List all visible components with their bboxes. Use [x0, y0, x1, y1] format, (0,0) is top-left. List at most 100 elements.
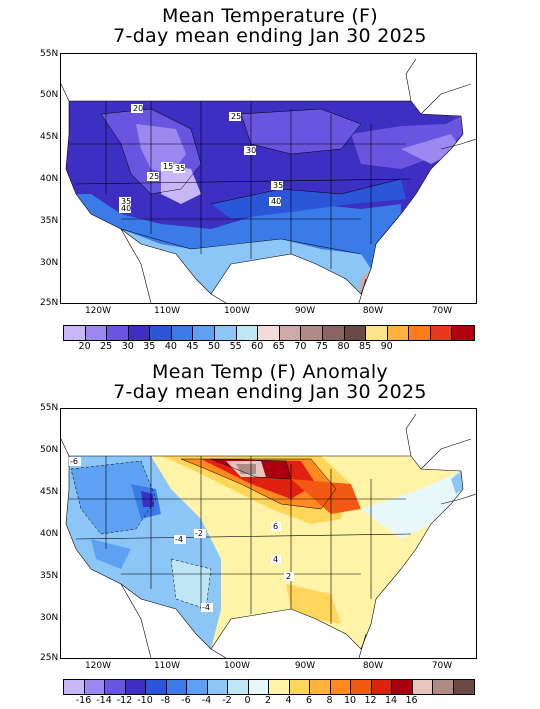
colorbar-swatch [310, 680, 331, 694]
colorbar-label: -6 [181, 695, 191, 706]
colorbar-swatch [330, 680, 351, 694]
bottom-lat-50n: 50N [40, 445, 59, 455]
colorbar-swatch [236, 326, 259, 340]
colorbar-label: -10 [137, 695, 153, 706]
svg-text:6: 6 [273, 522, 278, 531]
bottom-title-line1: Mean Temp (F) Anomaly [152, 361, 388, 383]
svg-text:-6: -6 [70, 457, 78, 466]
colorbar-swatch [371, 680, 392, 694]
top-contour-labels: 20 25 30 15 25 35 40 35 40 35 [119, 104, 283, 213]
colorbar-label: 35 [143, 341, 156, 352]
colorbar-label: 16 [405, 695, 418, 706]
bottom-lon-120w: 120W [84, 661, 112, 671]
top-coastlines [61, 58, 476, 303]
top-lat-25n: 25N [40, 298, 59, 308]
bottom-lon-70w: 70W [431, 661, 453, 671]
bottom-lon-110w: 110W [153, 661, 181, 671]
svg-text:40: 40 [121, 204, 131, 213]
bottom-lat-40n: 40N [40, 529, 59, 539]
colorbar-label: 50 [208, 341, 221, 352]
colorbar-swatch [84, 680, 105, 694]
colorbar-label: 65 [272, 341, 285, 352]
bottom-lat-35n: 35N [40, 571, 59, 581]
bottom-colorbar [63, 679, 475, 695]
colorbar-label: 90 [380, 341, 393, 352]
top-map: 20 25 30 15 25 35 40 35 40 35 [60, 53, 477, 304]
colorbar-swatch [166, 680, 187, 694]
bottom-lon-80w: 80W [362, 661, 384, 671]
colorbar-swatch [171, 326, 194, 340]
top-map-svg: 20 25 30 15 25 35 40 35 40 35 [61, 54, 476, 303]
colorbar-label: 14 [384, 695, 398, 706]
colorbar-swatch [64, 680, 85, 694]
top-state-borders [65, 100, 464, 295]
svg-text:-2: -2 [195, 529, 203, 538]
bottom-lon-90w: 90W [294, 661, 316, 671]
colorbar-label: 12 [364, 695, 377, 706]
colorbar-swatch [207, 680, 228, 694]
colorbar-swatch [412, 680, 433, 694]
colorbar-swatch [392, 680, 413, 694]
colorbar-label: 10 [343, 695, 357, 706]
top-lat-55n: 55N [40, 49, 59, 59]
colorbar-swatch [107, 326, 129, 340]
top-lat-30n: 30N [40, 258, 59, 268]
top-lon-100w: 100W [223, 306, 251, 316]
bottom-map: -6 -4 -2 -4 6 4 2 [60, 408, 477, 659]
bottom-state-borders [65, 455, 464, 650]
svg-text:-4: -4 [175, 535, 183, 544]
colorbar-swatch [452, 326, 474, 340]
colorbar-swatch [228, 680, 249, 694]
colorbar-swatch [430, 326, 453, 340]
colorbar-label: 60 [251, 341, 264, 352]
colorbar-swatch [258, 326, 280, 340]
svg-text:35: 35 [273, 181, 283, 190]
svg-text:-4: -4 [202, 603, 210, 612]
colorbar-swatch [128, 326, 151, 340]
bottom-lon-100w: 100W [223, 661, 251, 671]
top-lon-90w: 90W [294, 306, 316, 316]
top-title-line1: Mean Temperature (F) [162, 5, 378, 27]
colorbar-label: 70 [294, 341, 307, 352]
svg-text:35: 35 [121, 197, 131, 206]
bottom-positive-contours [180, 458, 337, 510]
colorbar-label: 4 [285, 695, 292, 706]
colorbar-swatch [85, 326, 108, 340]
top-contours [100, 108, 402, 255]
svg-text:30: 30 [246, 146, 256, 155]
top-lat-50n: 50N [40, 90, 59, 100]
svg-text:35: 35 [175, 164, 185, 173]
colorbar-swatch [193, 326, 216, 340]
colorbar-label: 40 [164, 341, 177, 352]
colorbar-label: 8 [326, 695, 333, 706]
top-lon-80w: 80W [362, 306, 384, 316]
colorbar-swatch [248, 680, 269, 694]
bottom-map-svg: -6 -4 -2 -4 6 4 2 [61, 409, 476, 658]
colorbar-swatch [64, 326, 86, 340]
top-lon-70w: 70W [431, 306, 453, 316]
bottom-lat-25n: 25N [40, 653, 59, 663]
colorbar-swatch [387, 326, 410, 340]
bottom-lat-45n: 45N [40, 487, 59, 497]
colorbar-swatch [187, 680, 208, 694]
colorbar-label: -4 [201, 695, 212, 706]
top-lon-110w: 110W [153, 306, 181, 316]
top-title-line2: 7-day mean ending Jan 30 2025 [113, 25, 427, 47]
colorbar-label: -2 [222, 695, 232, 706]
colorbar-swatch [146, 680, 167, 694]
svg-text:4: 4 [273, 555, 278, 564]
colorbar-swatch [433, 680, 454, 694]
colorbar-swatch [215, 326, 237, 340]
top-lat-40n: 40N [40, 174, 59, 184]
colorbar-swatch [279, 326, 302, 340]
bottom-lat-55n: 55N [40, 403, 59, 413]
bottom-title-line2: 7-day mean ending Jan 30 2025 [113, 381, 427, 403]
svg-text:25: 25 [149, 172, 159, 181]
colorbar-label: 6 [305, 695, 313, 706]
svg-text:2: 2 [286, 572, 291, 581]
svg-text:20: 20 [133, 104, 143, 113]
colorbar-label: 45 [186, 341, 199, 352]
colorbar-label: 20 [78, 341, 91, 352]
colorbar-label: -8 [160, 695, 171, 706]
colorbar-swatch [150, 326, 172, 340]
